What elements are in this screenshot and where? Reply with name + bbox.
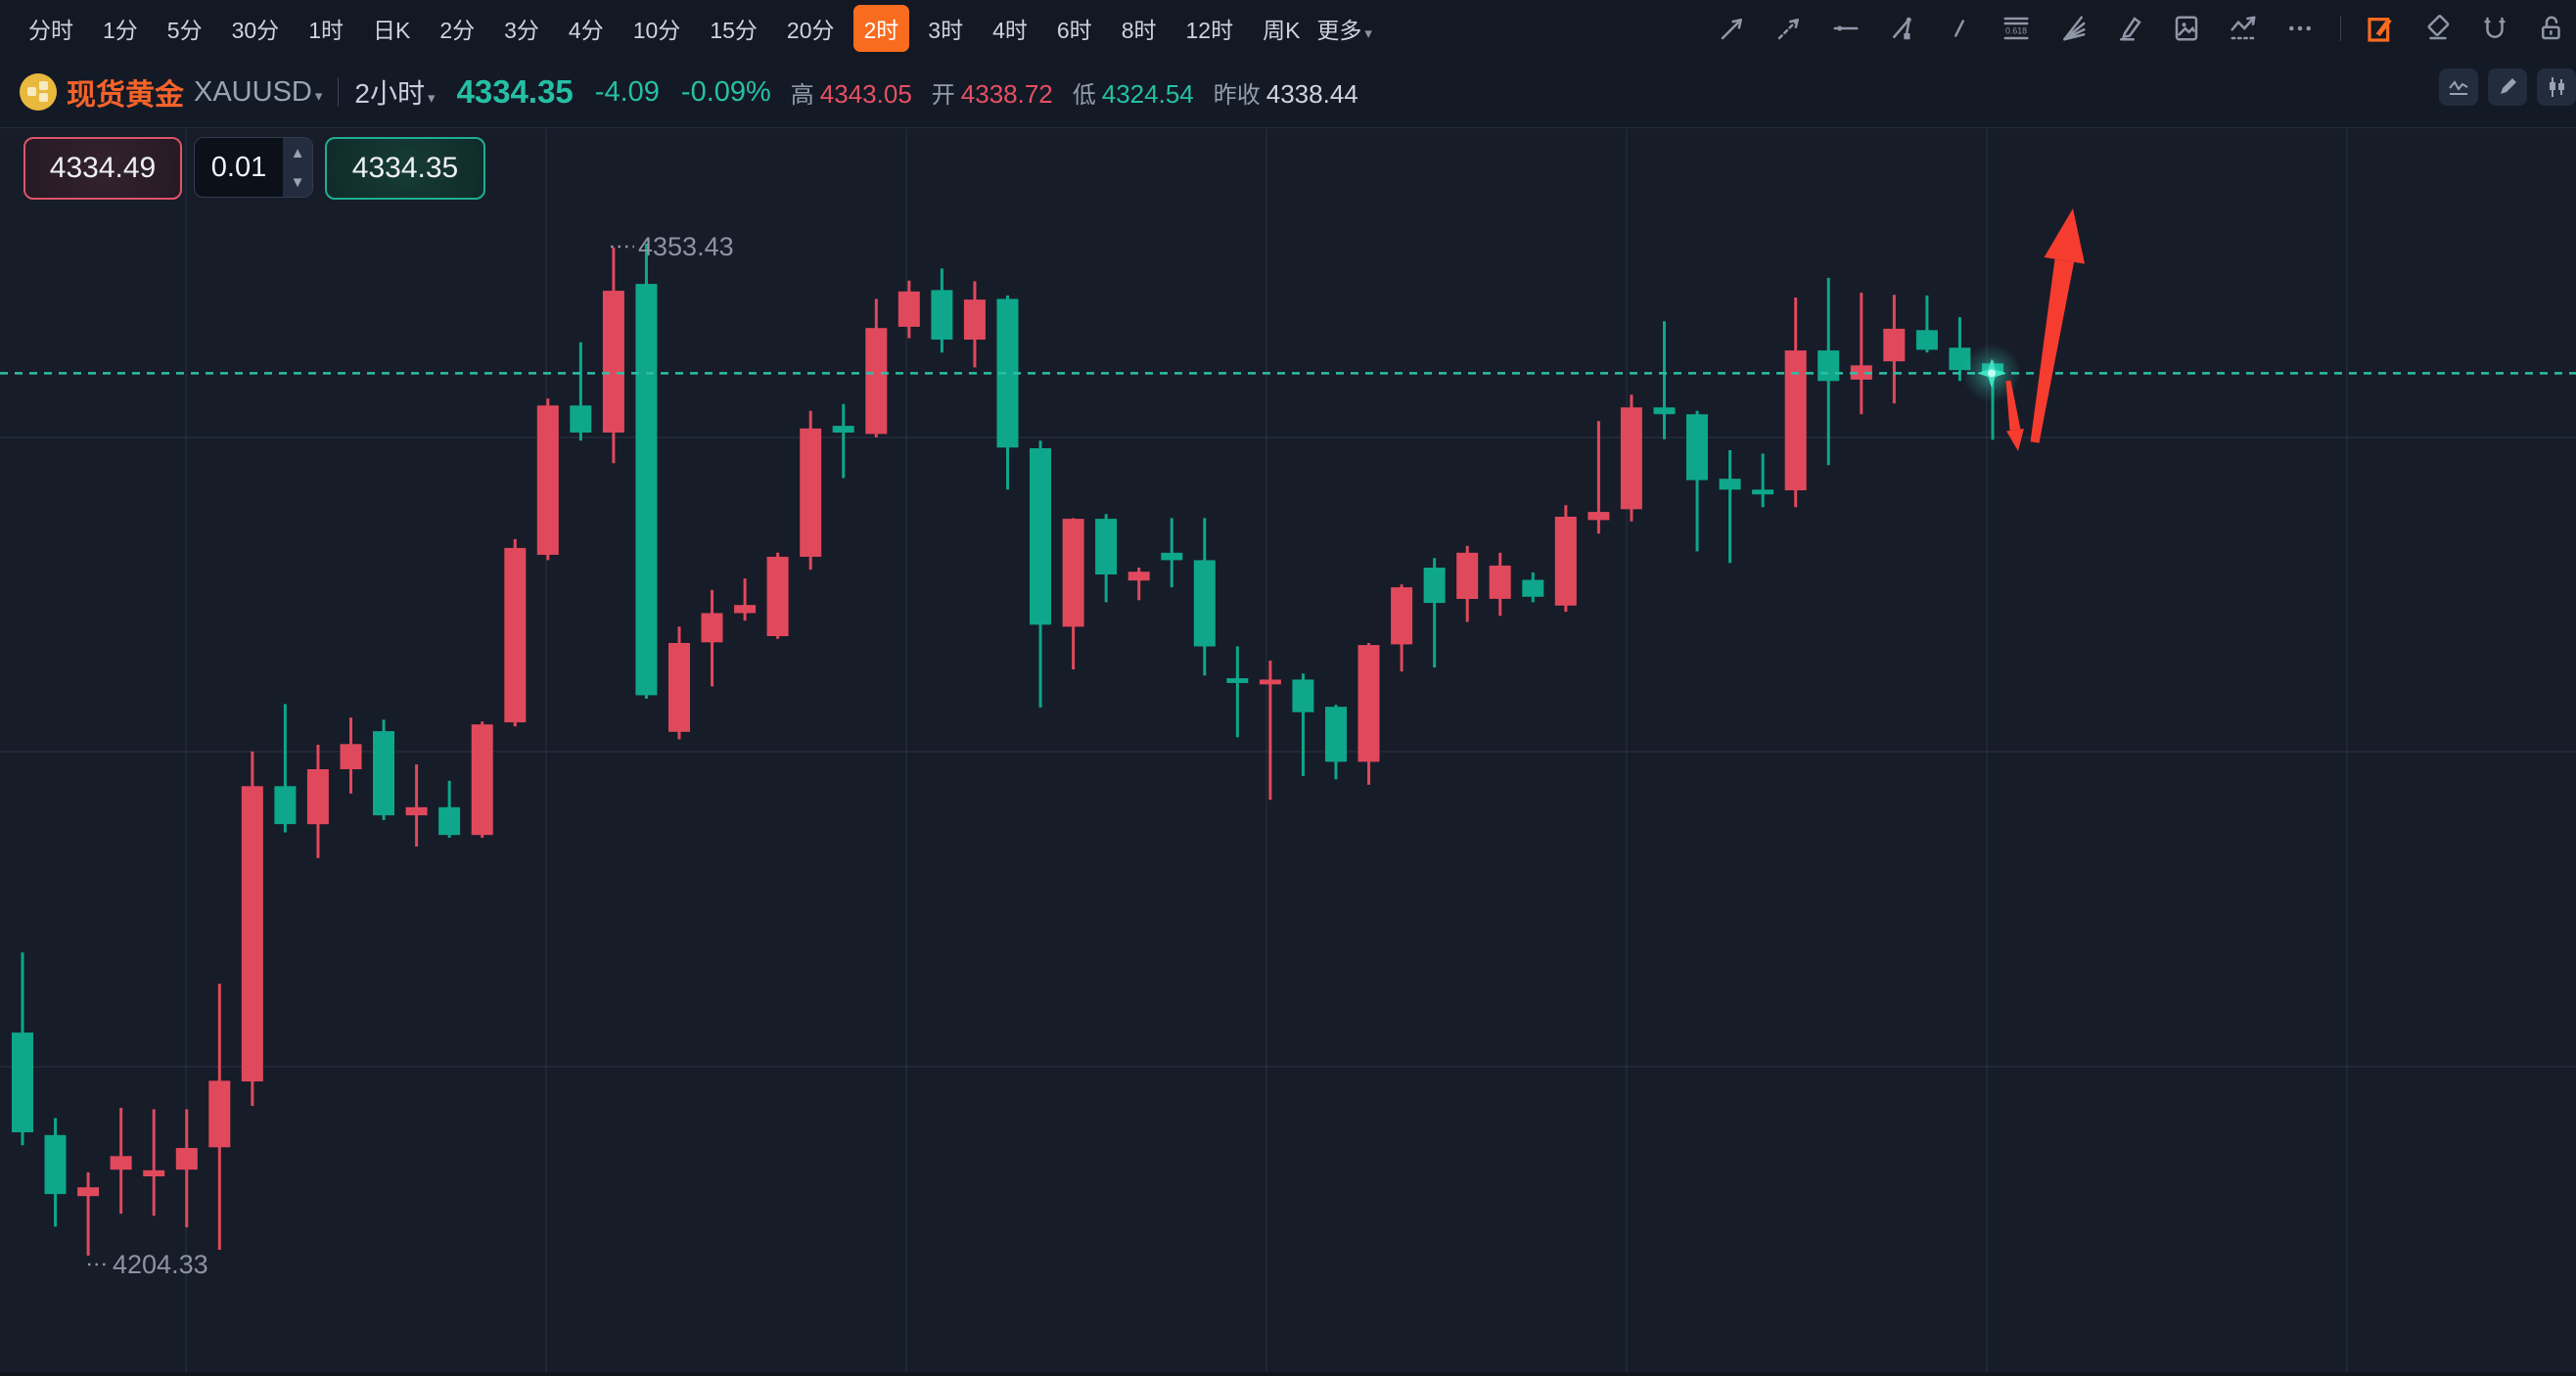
chevron-down-icon: ▾ [1364, 25, 1372, 42]
eraser-icon[interactable] [2421, 12, 2455, 45]
polyline-icon[interactable] [1886, 12, 1919, 45]
more-tools-icon[interactable] [2283, 12, 2317, 45]
timeframe-button-15分[interactable]: 15分 [710, 18, 758, 43]
candle-mode-button[interactable] [2537, 69, 2576, 106]
line-chart-icon [2449, 80, 2468, 95]
divider [2340, 16, 2341, 41]
chevron-down-icon: ▾ [314, 87, 323, 105]
timeframe-more-button[interactable]: 更多 ▾ [1316, 18, 1372, 43]
timeframe-button-5分[interactable]: 5分 [166, 18, 203, 43]
buy-button[interactable]: 4334.35 [325, 137, 485, 200]
quantity-stepper: ▲ ▼ [283, 138, 312, 197]
pencil-icon [2501, 78, 2516, 94]
timeframe-button-分时[interactable]: 分时 [28, 18, 73, 43]
fib-retracement-icon[interactable]: 0.618 [2000, 12, 2033, 45]
segment-icon[interactable] [1943, 12, 1976, 45]
drawing-tools-group: 0.618 [1716, 0, 2568, 57]
stepper-down-icon[interactable]: ▼ [290, 173, 305, 191]
line-chart-mode-button[interactable] [2439, 69, 2478, 106]
stepper-up-icon[interactable]: ▲ [290, 144, 305, 161]
timeframe-button-8时[interactable]: 8时 [1121, 18, 1157, 43]
quote-header: 现货黄金 XAUUSD ▾ 2小时 ▾ 4334.35 -4.09 -0.09% 高… [0, 57, 2576, 128]
interval-selector[interactable]: 2小时 ▾ [354, 78, 436, 109]
big-up-arrow [2030, 258, 2075, 443]
quantity-input[interactable]: 0.01 [210, 151, 267, 183]
candlestick-icon [2550, 77, 2564, 97]
divider [338, 77, 340, 107]
last-price: 4334.35 [456, 73, 574, 110]
timeframe-button-4时[interactable]: 4时 [992, 18, 1028, 43]
timeframe-button-周K[interactable]: 周K [1263, 18, 1301, 43]
timeframe-group: 分时 1分 5分 30分 1时 日K 2分 3分 4分 10分 15分 20分 2时 3时 4时 6时 8时 12… [0, 5, 1311, 52]
timeframe-button-2时[interactable]: 2时 [852, 5, 910, 52]
horizontal-line-icon[interactable] [1829, 12, 1863, 45]
unlock-icon[interactable] [2535, 12, 2568, 45]
day-open: 开 4338.72 [931, 78, 1053, 109]
trend-line-icon[interactable] [1716, 12, 1749, 45]
timeframe-button-6时[interactable]: 6时 [1056, 18, 1092, 43]
gann-fan-icon[interactable] [2056, 12, 2090, 45]
instrument-name: 现货黄金 [67, 79, 184, 112]
price-change-percent: -0.09% [680, 75, 771, 108]
timeframe-button-20分[interactable]: 20分 [786, 18, 835, 43]
small-down-arrow-head [2006, 428, 2024, 451]
prev-close: 昨收 4338.44 [1213, 78, 1358, 109]
timeframe-button-2分[interactable]: 2分 [439, 18, 476, 43]
timeframe-button-1分[interactable]: 1分 [103, 18, 138, 43]
chevron-down-icon: ▾ [427, 90, 436, 107]
timeframe-button-1时[interactable]: 1时 [308, 18, 344, 43]
timeframe-button-12时[interactable]: 12时 [1185, 18, 1234, 43]
draw-mode-button[interactable] [2488, 69, 2527, 106]
timeframe-button-日K[interactable]: 日K [372, 18, 411, 43]
timeframe-button-4分[interactable]: 4分 [568, 18, 604, 43]
timeframe-button-10分[interactable]: 10分 [632, 18, 681, 43]
quantity-field: 0.01 ▲ ▼ [194, 137, 313, 198]
zigzag-forecast-icon[interactable] [2227, 12, 2260, 45]
top-toolbar: 分时 1分 5分 30分 1时 日K 2分 3分 4分 10分 15分 20分 2时 3时 4时 6时 8时 12… [0, 0, 2576, 57]
timeframe-button-3分[interactable]: 3分 [504, 18, 539, 43]
edit-panel-icon[interactable] [2365, 12, 2398, 45]
price-change: -4.09 [594, 75, 660, 108]
image-icon[interactable] [2170, 12, 2203, 45]
big-up-arrow-head [2044, 208, 2086, 264]
chart-mode-buttons [2439, 69, 2576, 106]
symbol-selector[interactable]: XAUUSD ▾ [194, 75, 323, 108]
small-down-arrow [2005, 380, 2021, 431]
day-low: 低 4324.54 [1072, 78, 1194, 109]
dashed-trend-arrow-icon[interactable] [1772, 12, 1806, 45]
sell-button[interactable]: 4334.49 [23, 137, 182, 200]
gold-coin-icon [20, 73, 57, 111]
timeframe-button-3时[interactable]: 3时 [928, 18, 964, 43]
day-high: 高 4343.05 [790, 78, 912, 109]
chart-low-price-label: 4204.33 [113, 1250, 208, 1279]
chart-bottom-edge [0, 1372, 2576, 1376]
marker-pen-icon[interactable] [2113, 12, 2146, 45]
timeframe-button-30分[interactable]: 30分 [231, 18, 280, 43]
magnet-icon[interactable] [2478, 12, 2511, 45]
chart-high-price-label: 4353.43 [638, 232, 734, 261]
svg-text:0.618: 0.618 [2005, 26, 2027, 36]
